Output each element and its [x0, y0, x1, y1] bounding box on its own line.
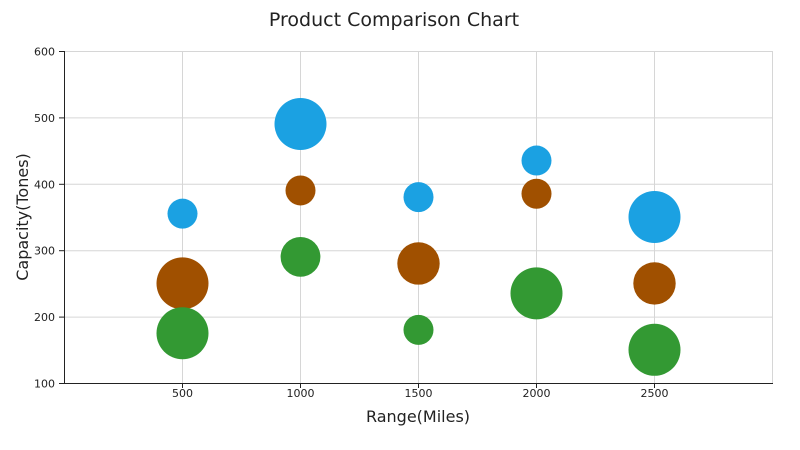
- bubble-point: [521, 178, 552, 209]
- bubble-point: [156, 307, 209, 360]
- bubble-point: [403, 182, 434, 213]
- y-tick-label: 500: [34, 112, 55, 125]
- y-tick-label: 600: [34, 46, 55, 59]
- x-tick-label: 500: [172, 387, 193, 400]
- bubble-point: [285, 175, 316, 206]
- bubble-point: [397, 242, 440, 285]
- x-tick-label: 1000: [287, 387, 315, 400]
- bubble-point: [167, 198, 198, 229]
- x-tick-label: 2000: [523, 387, 551, 400]
- bubble-point: [628, 323, 681, 376]
- bubble-point: [521, 145, 552, 176]
- axes: [59, 51, 773, 388]
- bubble-point: [403, 314, 434, 345]
- bubble-point: [156, 257, 209, 310]
- x-axis-title: Range(Miles): [366, 407, 470, 426]
- x-tick-label: 2500: [641, 387, 669, 400]
- y-tick-label: 200: [34, 311, 55, 324]
- x-tick-label: 1500: [405, 387, 433, 400]
- chart-title: Product Comparison Chart: [269, 9, 519, 31]
- bubble-point: [274, 98, 327, 151]
- x-tick-labels: 500 1000 1500 2000 2500: [172, 387, 669, 400]
- y-tick-label: 100: [34, 378, 55, 391]
- bubble-point: [628, 191, 681, 243]
- y-axis-title: Capacity(Tones): [13, 153, 32, 281]
- y-tick-label: 300: [34, 245, 55, 258]
- bubble-point: [510, 267, 563, 320]
- bubble-point: [280, 236, 321, 277]
- bubbles: [156, 98, 681, 376]
- y-tick-label: 400: [34, 178, 55, 191]
- y-tick-labels: 100 200 300 400 500 600: [34, 46, 55, 391]
- bubble-point: [633, 262, 676, 305]
